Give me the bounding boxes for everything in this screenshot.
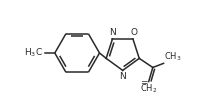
Text: =: = xyxy=(140,78,148,87)
Text: CH$_2$: CH$_2$ xyxy=(140,83,157,95)
Text: O: O xyxy=(130,28,137,37)
Text: CH$_3$: CH$_3$ xyxy=(164,50,182,63)
Text: N: N xyxy=(119,72,126,81)
Text: H$_3$C: H$_3$C xyxy=(24,47,43,59)
Text: N: N xyxy=(109,28,116,37)
